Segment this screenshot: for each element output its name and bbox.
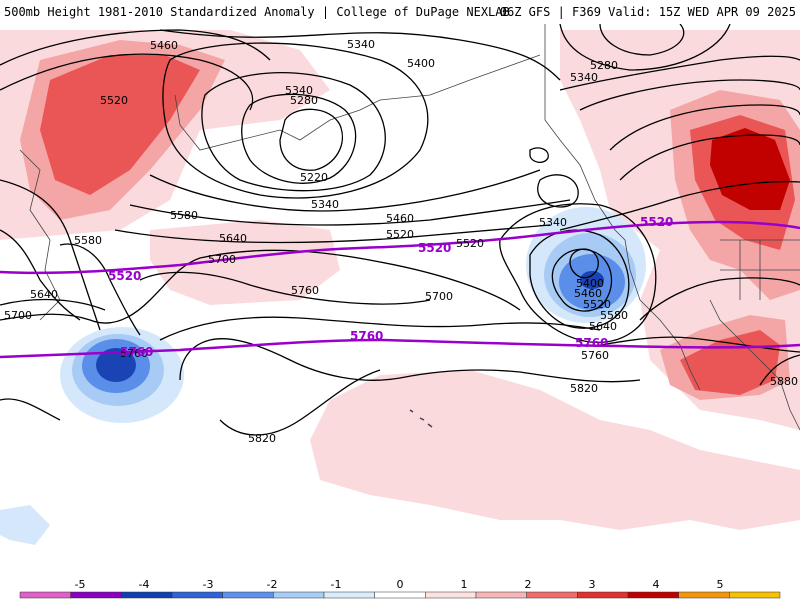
header-bar: 500mb Height 1981-2010 Standardized Anom…	[0, 0, 800, 24]
colorbar-svg: -5 -4 -3 -2 -1 0 1 2 3 4 5	[19, 578, 781, 599]
colorbar-tick-label: -4	[139, 578, 150, 591]
colorbar-swatch	[19, 591, 71, 599]
height-label: 5640	[30, 288, 58, 301]
standard-line-label: 5520	[108, 269, 141, 283]
height-label: 5700	[208, 253, 236, 266]
standard-line-label: 5520	[418, 241, 451, 255]
height-label: 5580	[74, 234, 102, 247]
colorbar-swatch	[323, 591, 375, 599]
colorbar-swatch	[70, 591, 122, 599]
height-label: 5520	[583, 298, 611, 311]
height-label: 5460	[574, 287, 602, 300]
model-run-info: 06Z GFS | F369 Valid: 15Z WED APR 09 202…	[499, 5, 796, 19]
height-label: 5580	[600, 309, 628, 322]
height-label: 5340	[347, 38, 375, 51]
map-title: 500mb Height 1981-2010 Standardized Anom…	[4, 5, 510, 19]
standard-line-label: 5520	[640, 215, 673, 229]
colorbar-tick-label: 2	[525, 578, 532, 591]
colorbar-tick-label: 0	[397, 578, 404, 591]
height-label: 5340	[311, 198, 339, 211]
standard-line-label: 5760	[350, 329, 383, 343]
height-label: 5760	[581, 349, 609, 362]
colorbar-swatch	[475, 591, 527, 599]
colorbar-tick-label: -1	[331, 578, 342, 591]
height-label: 5520	[456, 237, 484, 250]
standard-line-label: 5760	[120, 345, 153, 359]
colorbar-swatch	[121, 591, 173, 599]
height-label: 5880	[770, 375, 798, 388]
standard-contours	[0, 220, 800, 359]
height-label: 5280	[590, 59, 618, 72]
colorbar-tick-label: -5	[75, 578, 86, 591]
map-svg: 5460 5340 5400 5280 5340 5520 5340 5280 …	[0, 23, 800, 545]
standard-label-group: 5520 5520 5520 5760 5760 5760	[108, 215, 673, 359]
colorbar-tick-label: 4	[653, 578, 660, 591]
colorbar-tick-label: -3	[203, 578, 214, 591]
height-contours	[0, 23, 800, 436]
height-label: 5760	[291, 284, 319, 297]
anomaly-colorbar: -5 -4 -3 -2 -1 0 1 2 3 4 5	[0, 576, 800, 600]
height-label: 5640	[219, 232, 247, 245]
height-label: 5340	[539, 216, 567, 229]
height-label: 5340	[285, 84, 313, 97]
positive-anomaly-core	[710, 128, 790, 210]
colorbar-swatch	[577, 591, 629, 599]
colorbar-swatch	[222, 591, 274, 599]
height-label: 5280	[290, 94, 318, 107]
colorbar-tick-label: -2	[267, 578, 278, 591]
colorbar-tick-label: 5	[717, 578, 724, 591]
colorbar-swatch	[273, 591, 325, 599]
height-label: 5400	[407, 57, 435, 70]
height-label: 5820	[248, 432, 276, 445]
colorbar-swatch	[729, 591, 781, 599]
colorbar-tick-label: 1	[461, 578, 468, 591]
height-label-group: 5460 5340 5400 5280 5340 5520 5340 5280 …	[4, 38, 798, 445]
height-label: 5520	[100, 94, 128, 107]
height-label: 5400	[576, 277, 604, 290]
colorbar-swatch	[171, 591, 223, 599]
height-label: 5580	[170, 209, 198, 222]
map-panel: 5460 5340 5400 5280 5340 5520 5340 5280 …	[0, 23, 800, 576]
standard-line-label: 5760	[575, 336, 608, 350]
height-label: 5760	[120, 347, 148, 360]
height-label: 5640	[589, 320, 617, 333]
colorbar-swatch	[425, 591, 477, 599]
colorbar-swatch	[627, 591, 679, 599]
height-label: 5520	[386, 228, 414, 241]
colorbar-swatch	[526, 591, 578, 599]
negative-anomaly-west-low	[60, 327, 184, 423]
negative-anomaly-sw-patch	[0, 505, 50, 545]
height-label: 5700	[4, 309, 32, 322]
height-label: 5460	[386, 212, 414, 225]
colorbar-tick-label: 3	[589, 578, 596, 591]
height-label: 5700	[425, 290, 453, 303]
colorbar-swatch	[374, 591, 426, 599]
colorbar-swatch	[678, 591, 730, 599]
height-label: 5340	[570, 71, 598, 84]
height-label: 5820	[570, 382, 598, 395]
height-label: 5460	[150, 39, 178, 52]
height-label: 5220	[300, 171, 328, 184]
